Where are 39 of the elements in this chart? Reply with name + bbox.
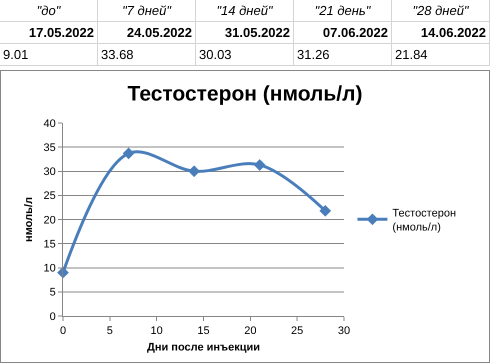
text: "14 дней" xyxy=(196,0,294,21)
text: 31.05.2022 xyxy=(196,22,294,43)
point xyxy=(254,159,266,171)
y-tick-label: 35 xyxy=(44,142,56,154)
text: 31.26 xyxy=(294,44,392,65)
y-axis-title: нмоль/л xyxy=(23,197,36,242)
text: 14.06.2022 xyxy=(392,22,490,43)
y-tick-label: 25 xyxy=(44,190,56,202)
x-tick-label: 20 xyxy=(244,325,256,338)
text: 17.05.2022 xyxy=(0,22,98,43)
x-tick-label: 0 xyxy=(60,325,66,338)
y-tick-label: 30 xyxy=(44,166,56,178)
point xyxy=(188,165,200,178)
x-tick-label: 5 xyxy=(106,325,113,338)
y-tick-label: 40 xyxy=(44,118,56,130)
y-tick-label: 10 xyxy=(44,262,56,275)
x-tick-label: 25 xyxy=(291,325,304,338)
x-tick-label: 15 xyxy=(197,325,210,338)
text: 21.84 xyxy=(392,44,490,65)
y-tick-label: 5 xyxy=(50,286,56,299)
y-tick-label: 15 xyxy=(44,238,56,250)
text: 24.05.2022 xyxy=(98,22,196,43)
point xyxy=(319,204,332,217)
x-tick-label: 10 xyxy=(150,325,163,338)
y-tick-label: 0 xyxy=(50,310,56,323)
y-tick-label: 20 xyxy=(44,214,56,226)
point xyxy=(122,148,134,160)
text: "до" xyxy=(0,0,98,21)
text: "7 дней" xyxy=(98,0,196,21)
text: 30.03 xyxy=(196,44,294,65)
x-axis-title: Дни после инъекции xyxy=(147,341,260,354)
text: 33.68 xyxy=(98,44,196,65)
text: 07.06.2022 xyxy=(294,22,392,43)
text: 9.01 xyxy=(0,44,98,65)
chart-title: Тестостерон (нмоль/л) xyxy=(128,82,362,106)
text: "28 дней" xyxy=(392,0,490,21)
x-tick-label: 30 xyxy=(338,325,350,338)
text: "21 день" xyxy=(294,0,392,21)
legend-label: Тестостерон (нмоль/л) xyxy=(392,207,456,234)
